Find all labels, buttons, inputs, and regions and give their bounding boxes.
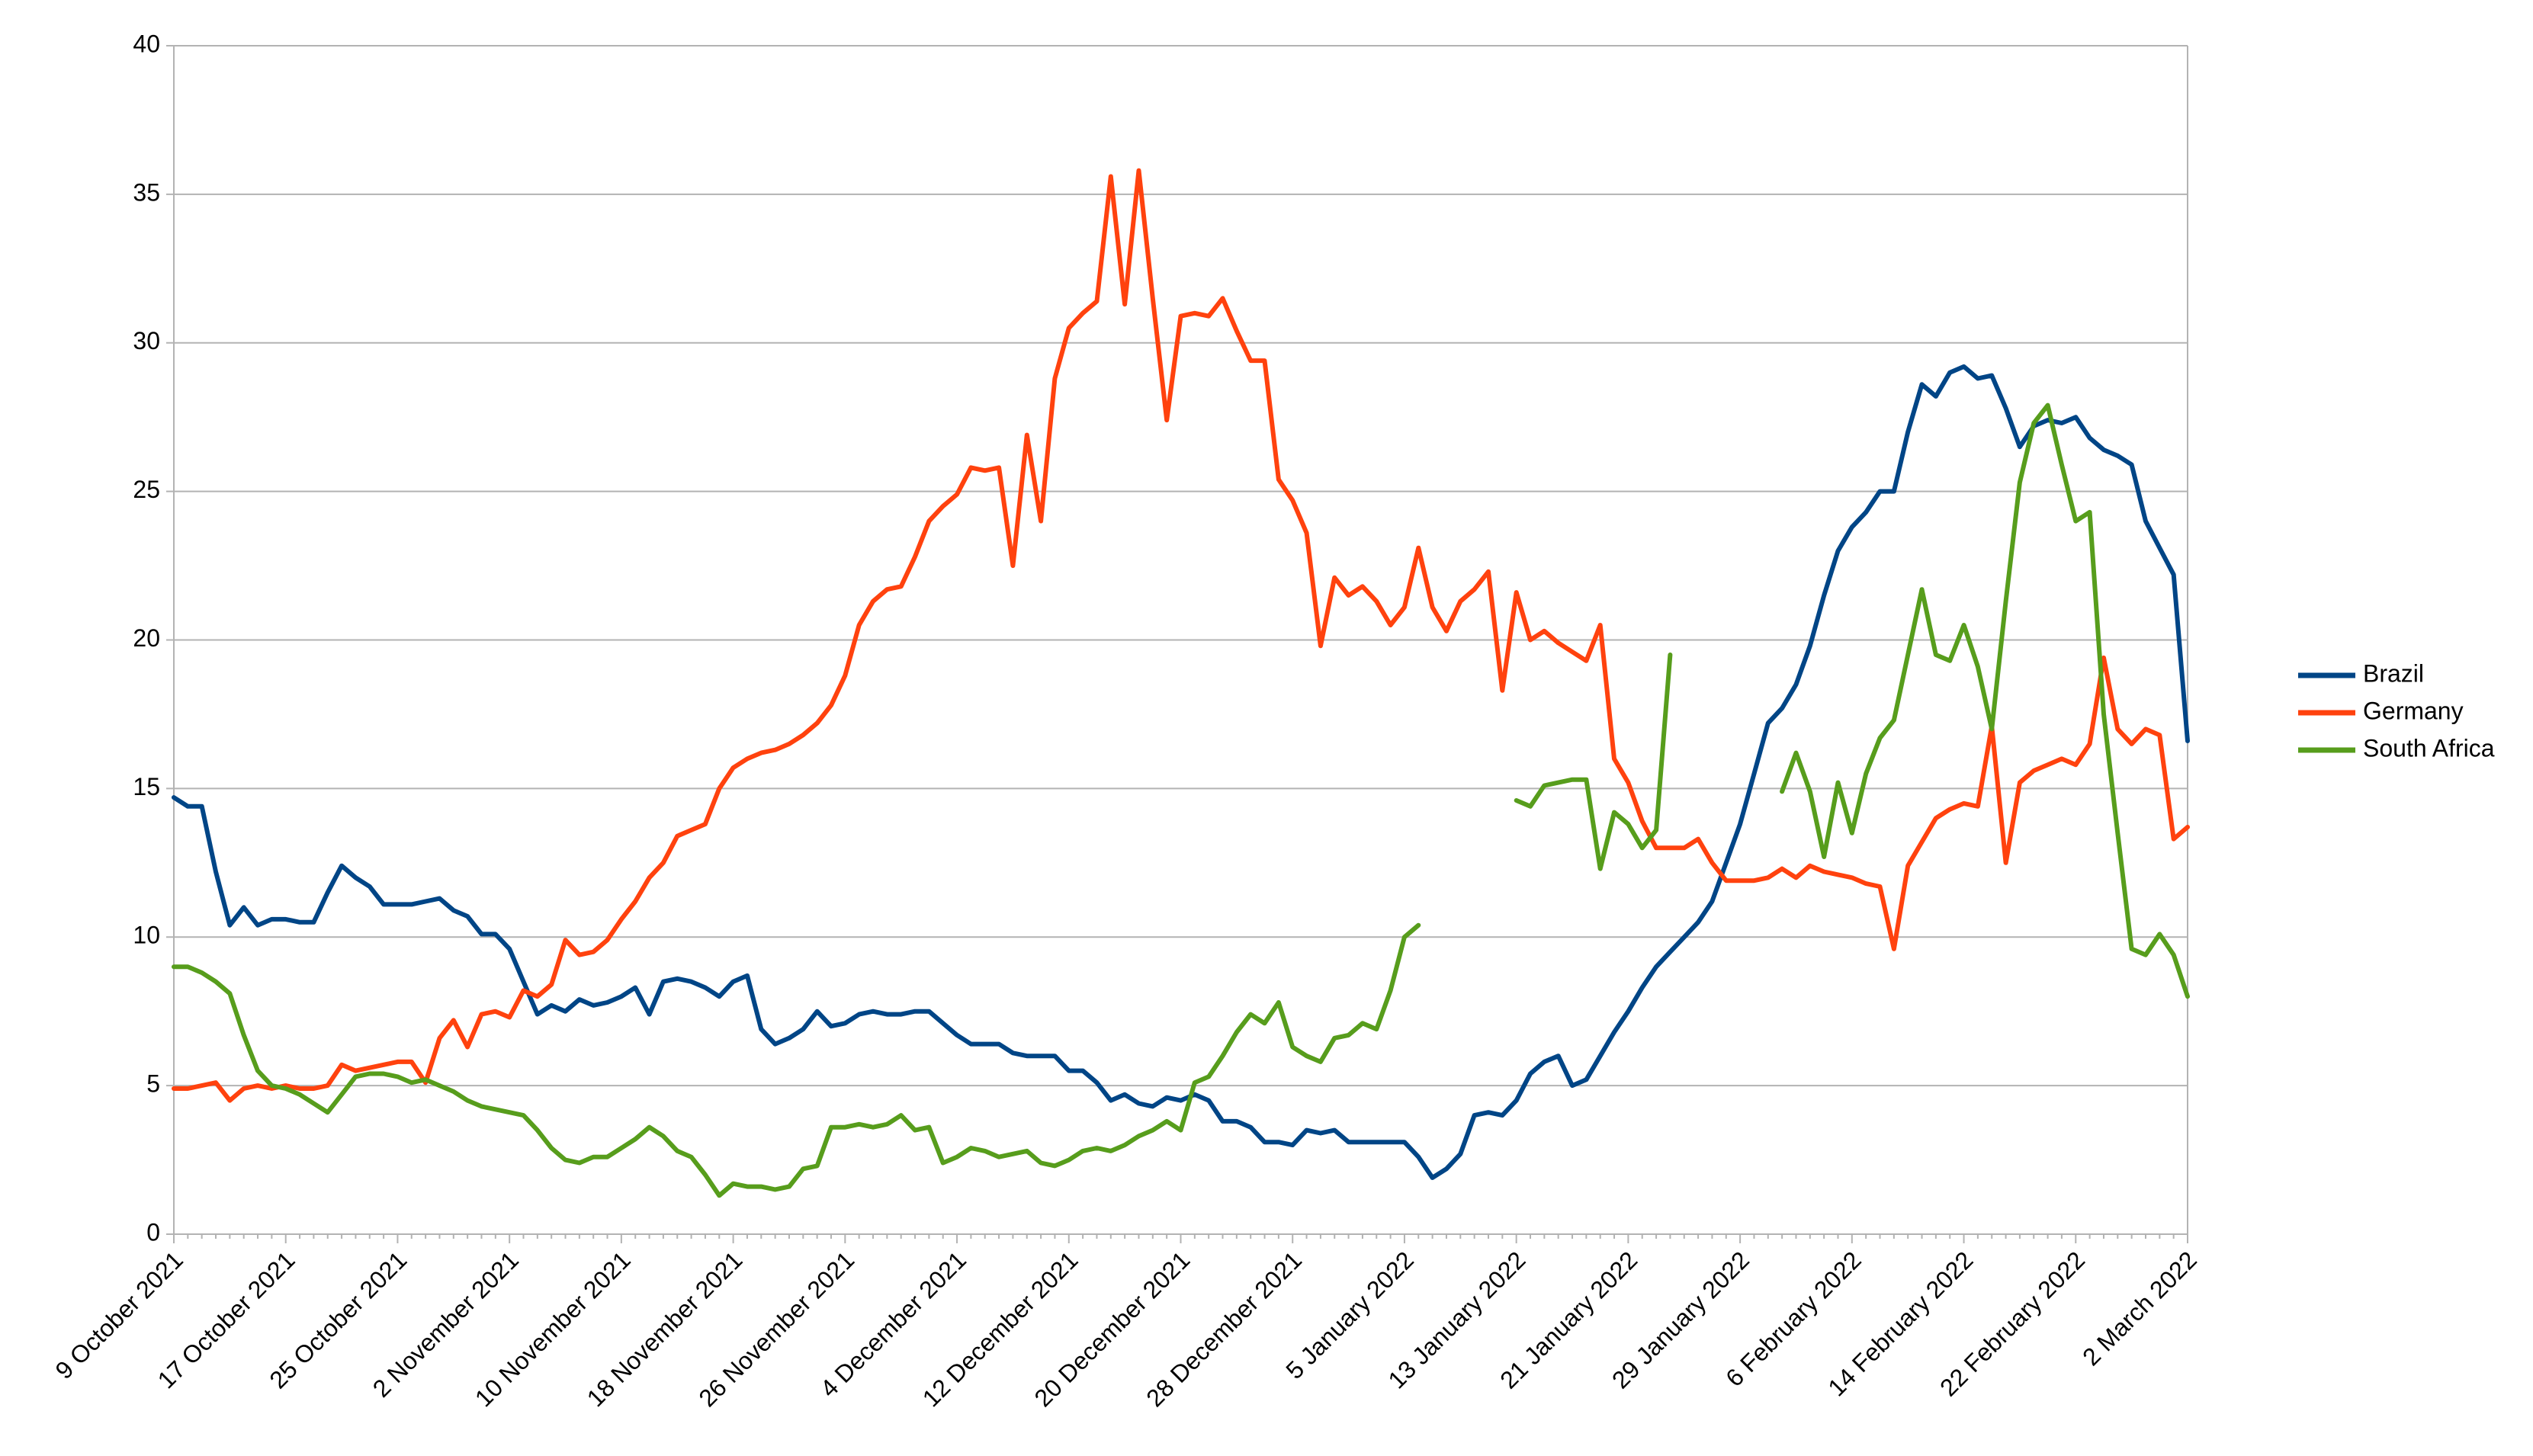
y-tick-label: 20 xyxy=(133,624,160,652)
y-tick-label: 0 xyxy=(146,1218,160,1246)
y-tick-label: 10 xyxy=(133,922,160,949)
series-line xyxy=(172,168,2190,1103)
y-tick-label: 30 xyxy=(133,327,160,354)
series-line xyxy=(172,364,2190,1180)
series-line xyxy=(172,402,2190,1198)
y-tick-label: 35 xyxy=(133,178,160,206)
legend-label: Brazil xyxy=(2363,659,2424,687)
y-tick-label: 15 xyxy=(133,773,160,800)
legend-label: South Africa xyxy=(2363,734,2495,762)
y-tick-label: 25 xyxy=(133,476,160,503)
y-tick-label: 5 xyxy=(146,1070,160,1098)
legend-label: Germany xyxy=(2363,697,2464,724)
y-tick-label: 40 xyxy=(133,30,160,57)
